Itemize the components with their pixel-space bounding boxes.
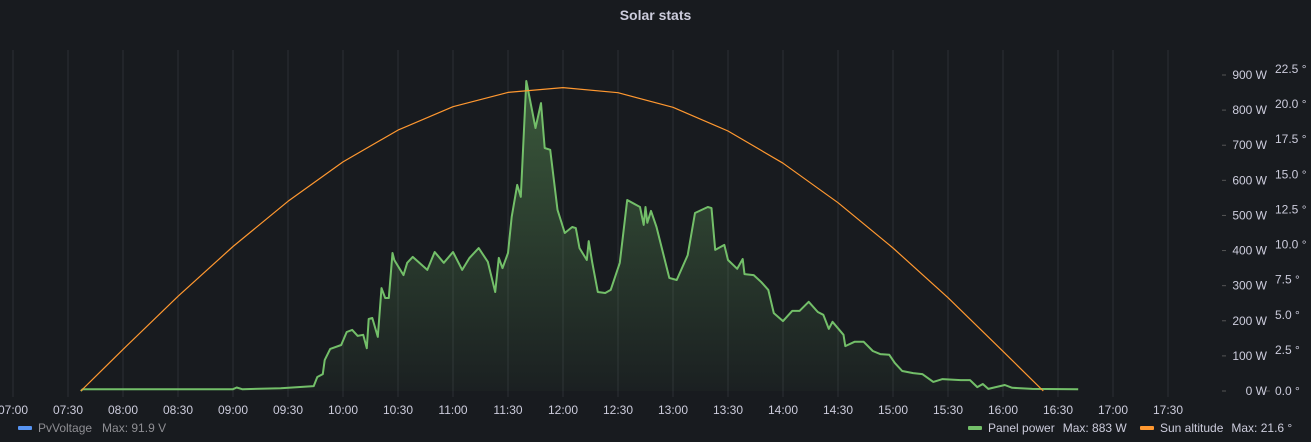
legend-label: Sun altitude	[1160, 421, 1224, 435]
x-tick-label: 12:30	[603, 403, 633, 417]
y-left-tick-label: 400 W	[1232, 244, 1267, 258]
y-left-tick-label: 700 W	[1232, 138, 1267, 152]
x-tick-label: 09:00	[218, 403, 248, 417]
x-tick-label: 16:30	[1043, 403, 1073, 417]
x-tick-label: 15:00	[878, 403, 908, 417]
x-tick-label: 16:00	[988, 403, 1018, 417]
legend-item-sun-altitude[interactable]: Sun altitude Max: 21.6 °	[1140, 421, 1292, 435]
y-right-tick-label: 15.0 °	[1275, 167, 1307, 181]
x-tick-label: 11:30	[493, 403, 522, 417]
x-tick-label: 07:30	[53, 403, 83, 417]
x-tick-label: 07:00	[0, 403, 28, 417]
y-right-tick-label: 22.5 °	[1275, 62, 1307, 76]
x-tick-label: 17:30	[1153, 403, 1183, 417]
y-right-tick-label: 2.5 °	[1275, 343, 1300, 357]
panel-title: Solar stats	[619, 7, 692, 23]
x-tick-label: 15:30	[933, 403, 963, 417]
y-left-tick-label: 200 W	[1232, 314, 1267, 328]
y-right-tick-label: 20.0 °	[1275, 97, 1307, 111]
y-right-tick-label: 5.0 °	[1275, 308, 1300, 322]
x-tick-label: 10:00	[328, 403, 358, 417]
legend-label: Panel power	[988, 421, 1055, 435]
y-right-tick-label: 12.5 °	[1275, 202, 1307, 216]
panel-power-area	[80, 81, 1079, 391]
x-tick-label: 10:30	[383, 403, 413, 417]
legend-label: PvVoltage	[38, 421, 93, 435]
sun-altitude-line	[80, 87, 1044, 392]
x-tick-label: 08:30	[163, 403, 193, 417]
y-left-tick-label: 300 W	[1232, 279, 1267, 293]
x-tick-label: 14:30	[823, 403, 853, 417]
legend-stat: Max: 21.6 °	[1231, 421, 1293, 435]
y-left-tick-label: 900 W	[1232, 68, 1267, 82]
x-tick-label: 13:00	[658, 403, 688, 417]
x-tick-label: 11:00	[438, 403, 467, 417]
legend-stat: Max: 91.9 V	[102, 421, 167, 435]
legend-swatch	[968, 426, 982, 430]
x-tick-label: 14:00	[768, 403, 798, 417]
y-left-tick-label: 100 W	[1232, 349, 1267, 363]
panel-power-line	[80, 80, 1079, 392]
y-left-tick-label: 500 W	[1232, 208, 1267, 222]
legend-swatch	[1140, 426, 1154, 430]
y-left-tick-label: 800 W	[1232, 103, 1267, 117]
legend-stat: Max: 883 W	[1062, 421, 1127, 435]
x-tick-label: 12:00	[548, 403, 578, 417]
x-tick-label: 13:30	[713, 403, 743, 417]
x-tick-label: 09:30	[273, 403, 303, 417]
y-left-tick-label: 0 W	[1246, 384, 1268, 398]
x-tick-label: 17:00	[1098, 403, 1128, 417]
x-tick-label: 08:00	[108, 403, 138, 417]
legend-item-panel-power[interactable]: Panel power Max: 883 W	[968, 421, 1127, 435]
y-right-tick-label: 17.5 °	[1275, 132, 1307, 146]
y-right-tick-label: 0.0 °	[1275, 384, 1300, 398]
legend-swatch	[18, 426, 32, 430]
y-left-tick-label: 600 W	[1232, 173, 1267, 187]
y-right-tick-label: 7.5 °	[1275, 273, 1300, 287]
legend-item-pvvoltage[interactable]: PvVoltage Max: 91.9 V	[18, 421, 166, 435]
y-right-tick-label: 10.0 °	[1275, 238, 1307, 252]
